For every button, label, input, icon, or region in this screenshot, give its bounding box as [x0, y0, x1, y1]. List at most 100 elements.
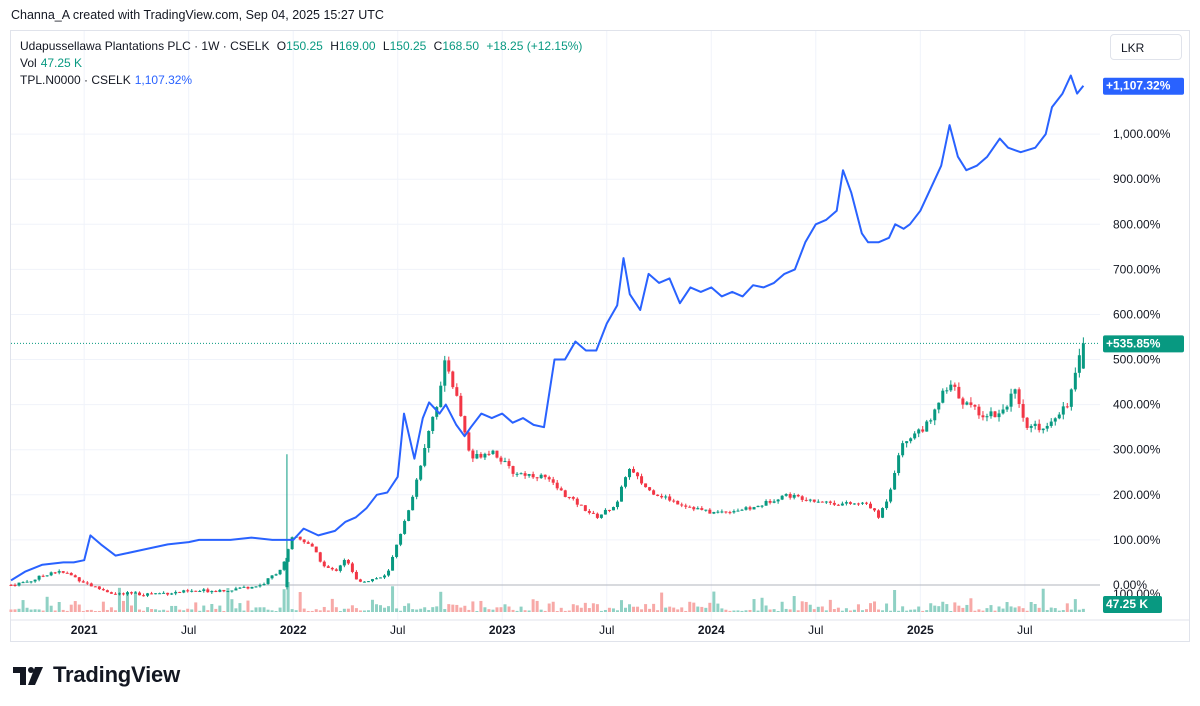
volume-bar [973, 610, 977, 612]
candle-body [1001, 409, 1005, 414]
candle-body [660, 495, 664, 498]
volume-bar [342, 608, 346, 612]
legend-volume-row[interactable]: Vol 47.25 K [20, 55, 582, 72]
tradingview-logo[interactable]: TradingView [13, 662, 180, 688]
candle-body [443, 360, 447, 386]
volume-bar [696, 606, 700, 612]
candle-body [559, 488, 563, 491]
candle-body [383, 575, 387, 578]
candle-body [286, 549, 290, 562]
candle-body [808, 499, 812, 501]
volume-bar [824, 610, 828, 612]
candle-body [856, 503, 860, 505]
candle-body [387, 570, 391, 576]
volume-bar [387, 606, 391, 612]
legend-compare-row[interactable]: TPL.N0000 · CSELK 1,107.32% [20, 72, 582, 89]
candle-body [306, 542, 310, 544]
candle-body [250, 586, 254, 589]
candle-body [812, 499, 816, 502]
y-axis-tick-label: 800.00% [1113, 217, 1161, 231]
candle-body [391, 556, 395, 571]
candle-body [1049, 421, 1053, 426]
candle-body [869, 503, 873, 509]
volume-bar [624, 607, 628, 612]
candle-body [728, 512, 732, 514]
volume-bar [628, 604, 632, 612]
volume-bar [889, 610, 893, 612]
volume-bar [210, 603, 214, 612]
candle-body [314, 546, 318, 553]
volume-bar [812, 609, 816, 612]
volume-bar [796, 610, 800, 612]
candle-body [206, 589, 210, 593]
candle-body [1025, 417, 1029, 428]
x-axis-tick-label: Jul [1017, 623, 1032, 637]
candle-body [961, 398, 965, 405]
volume-bar [218, 605, 222, 612]
compare-value-tag-text: +1,107.32% [1106, 79, 1171, 93]
volume-bar [684, 610, 688, 612]
candle-body [969, 402, 973, 406]
volume-bar [784, 608, 788, 612]
volume-bar [969, 598, 973, 612]
volume-bar [1081, 608, 1085, 612]
candle-body [909, 438, 913, 442]
volume-bar [403, 605, 407, 612]
candle-body [487, 453, 491, 455]
candle-body [776, 499, 780, 502]
candle-body [929, 420, 933, 422]
volume-bar [9, 609, 13, 612]
high-label: H [330, 39, 339, 53]
candle-body [423, 448, 427, 466]
candle-body [652, 490, 656, 495]
volume-bar [146, 607, 150, 612]
candle-body [591, 512, 595, 514]
compare-series-line [10, 74, 1085, 582]
volume-bar [166, 610, 170, 612]
candle-body [889, 489, 893, 502]
candle-body [318, 552, 322, 562]
volume-bar [607, 607, 611, 612]
y-axis-tick-label: 400.00% [1113, 398, 1161, 412]
candle-body [599, 514, 603, 518]
candle-body [1041, 428, 1045, 431]
candle-body [619, 486, 623, 502]
volume-bar [282, 589, 286, 612]
candle-body [109, 592, 113, 594]
candle-body [724, 511, 728, 513]
volume-bar [451, 604, 455, 612]
legend-main-row[interactable]: Udapussellawa Plantations PLC · 1W · CSE… [20, 38, 582, 55]
volume-bar [547, 603, 551, 612]
candle-body [579, 504, 583, 506]
currency-button[interactable]: LKR [1110, 34, 1182, 60]
candle-body [222, 589, 226, 592]
candle-body [290, 537, 294, 550]
candle-body [190, 590, 194, 592]
volume-value-tag: 47.25 K [1103, 596, 1162, 613]
volume-bar [836, 607, 840, 612]
volume-bar [306, 610, 310, 612]
volume-value-tag-text: 47.25 K [1106, 597, 1148, 611]
candle-body [824, 501, 828, 503]
volume-bar [65, 610, 69, 612]
candle-body [1057, 414, 1061, 419]
compare-value: 1,107.32% [134, 73, 193, 87]
volume-bar [250, 610, 254, 612]
candle-body [531, 474, 535, 478]
candle-body [567, 496, 571, 498]
candle-body [230, 590, 234, 592]
candle-body [338, 565, 342, 571]
volume-bar [45, 596, 49, 612]
candle-body [419, 465, 423, 480]
grid-layer [11, 31, 1100, 620]
chart-attribution: Channa_A created with TradingView.com, S… [11, 8, 384, 22]
volume-bar [519, 606, 523, 612]
candle-body [17, 582, 21, 586]
volume-bar [142, 610, 146, 612]
x-axis-tick-label: 2022 [280, 623, 307, 637]
volume-bar [158, 610, 162, 612]
candle-body [370, 579, 374, 582]
volume-bar [234, 608, 238, 612]
candle-body [121, 593, 125, 595]
